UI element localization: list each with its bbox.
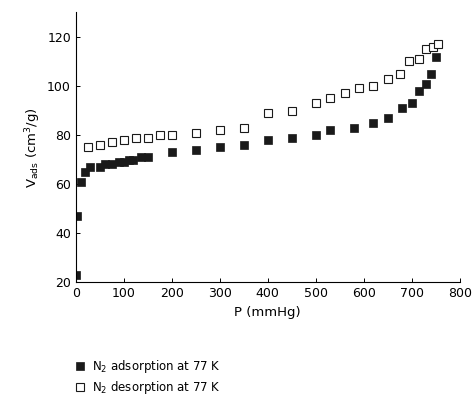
N$_2$ adsorption at 77 K bbox=[130, 157, 136, 162]
N$_2$ adsorption at 77 K bbox=[371, 120, 376, 125]
N$_2$ desorption at 77 K bbox=[241, 125, 246, 130]
N$_2$ adsorption at 77 K bbox=[78, 179, 83, 184]
N$_2$ adsorption at 77 K bbox=[428, 71, 434, 76]
N$_2$ adsorption at 77 K bbox=[241, 142, 246, 147]
N$_2$ adsorption at 77 K bbox=[313, 132, 319, 137]
Line: N$_2$ desorption at 77 K: N$_2$ desorption at 77 K bbox=[84, 41, 442, 151]
N$_2$ desorption at 77 K bbox=[342, 91, 347, 96]
N$_2$ desorption at 77 K bbox=[121, 137, 127, 142]
N$_2$ adsorption at 77 K bbox=[399, 105, 405, 110]
N$_2$ desorption at 77 K bbox=[109, 140, 115, 145]
N$_2$ desorption at 77 K bbox=[169, 132, 174, 137]
Y-axis label: V$_{\rm ads}$ (cm$^3$/g): V$_{\rm ads}$ (cm$^3$/g) bbox=[23, 107, 43, 188]
N$_2$ desorption at 77 K bbox=[397, 71, 402, 76]
N$_2$ adsorption at 77 K bbox=[73, 272, 79, 277]
N$_2$ adsorption at 77 K bbox=[409, 101, 415, 106]
N$_2$ adsorption at 77 K bbox=[97, 164, 103, 169]
N$_2$ adsorption at 77 K bbox=[109, 162, 115, 167]
N$_2$ desorption at 77 K bbox=[97, 142, 103, 147]
Line: N$_2$ adsorption at 77 K: N$_2$ adsorption at 77 K bbox=[73, 53, 439, 278]
N$_2$ desorption at 77 K bbox=[157, 132, 163, 137]
N$_2$ adsorption at 77 K bbox=[74, 213, 80, 218]
N$_2$ desorption at 77 K bbox=[313, 101, 319, 106]
N$_2$ adsorption at 77 K bbox=[423, 81, 429, 86]
N$_2$ desorption at 77 K bbox=[145, 135, 151, 140]
N$_2$ adsorption at 77 K bbox=[351, 125, 357, 130]
N$_2$ desorption at 77 K bbox=[265, 110, 271, 115]
N$_2$ desorption at 77 K bbox=[423, 47, 429, 52]
N$_2$ desorption at 77 K bbox=[193, 130, 199, 135]
N$_2$ desorption at 77 K bbox=[430, 44, 436, 49]
N$_2$ desorption at 77 K bbox=[385, 76, 391, 81]
N$_2$ desorption at 77 K bbox=[416, 56, 422, 61]
N$_2$ adsorption at 77 K bbox=[87, 164, 93, 169]
N$_2$ adsorption at 77 K bbox=[116, 159, 122, 164]
N$_2$ adsorption at 77 K bbox=[121, 159, 127, 164]
N$_2$ adsorption at 77 K bbox=[265, 137, 271, 142]
N$_2$ desorption at 77 K bbox=[356, 86, 362, 91]
N$_2$ adsorption at 77 K bbox=[126, 157, 131, 162]
N$_2$ adsorption at 77 K bbox=[169, 150, 174, 155]
Legend: N$_2$ adsorption at 77 K, N$_2$ desorption at 77 K: N$_2$ adsorption at 77 K, N$_2$ desorpti… bbox=[74, 358, 220, 396]
N$_2$ adsorption at 77 K bbox=[82, 169, 88, 174]
N$_2$ desorption at 77 K bbox=[133, 135, 139, 140]
N$_2$ adsorption at 77 K bbox=[138, 155, 144, 160]
N$_2$ adsorption at 77 K bbox=[217, 145, 223, 150]
N$_2$ adsorption at 77 K bbox=[102, 162, 108, 167]
N$_2$ adsorption at 77 K bbox=[385, 115, 391, 120]
N$_2$ desorption at 77 K bbox=[289, 108, 295, 113]
N$_2$ adsorption at 77 K bbox=[193, 147, 199, 152]
N$_2$ desorption at 77 K bbox=[407, 59, 412, 64]
N$_2$ desorption at 77 K bbox=[328, 96, 333, 101]
N$_2$ adsorption at 77 K bbox=[145, 155, 151, 160]
N$_2$ adsorption at 77 K bbox=[416, 88, 422, 93]
N$_2$ desorption at 77 K bbox=[217, 128, 223, 133]
N$_2$ desorption at 77 K bbox=[435, 42, 441, 47]
N$_2$ adsorption at 77 K bbox=[289, 135, 295, 140]
N$_2$ adsorption at 77 K bbox=[433, 54, 438, 59]
N$_2$ adsorption at 77 K bbox=[328, 128, 333, 133]
X-axis label: P (mmHg): P (mmHg) bbox=[235, 305, 301, 319]
N$_2$ desorption at 77 K bbox=[85, 145, 91, 150]
N$_2$ desorption at 77 K bbox=[371, 83, 376, 88]
